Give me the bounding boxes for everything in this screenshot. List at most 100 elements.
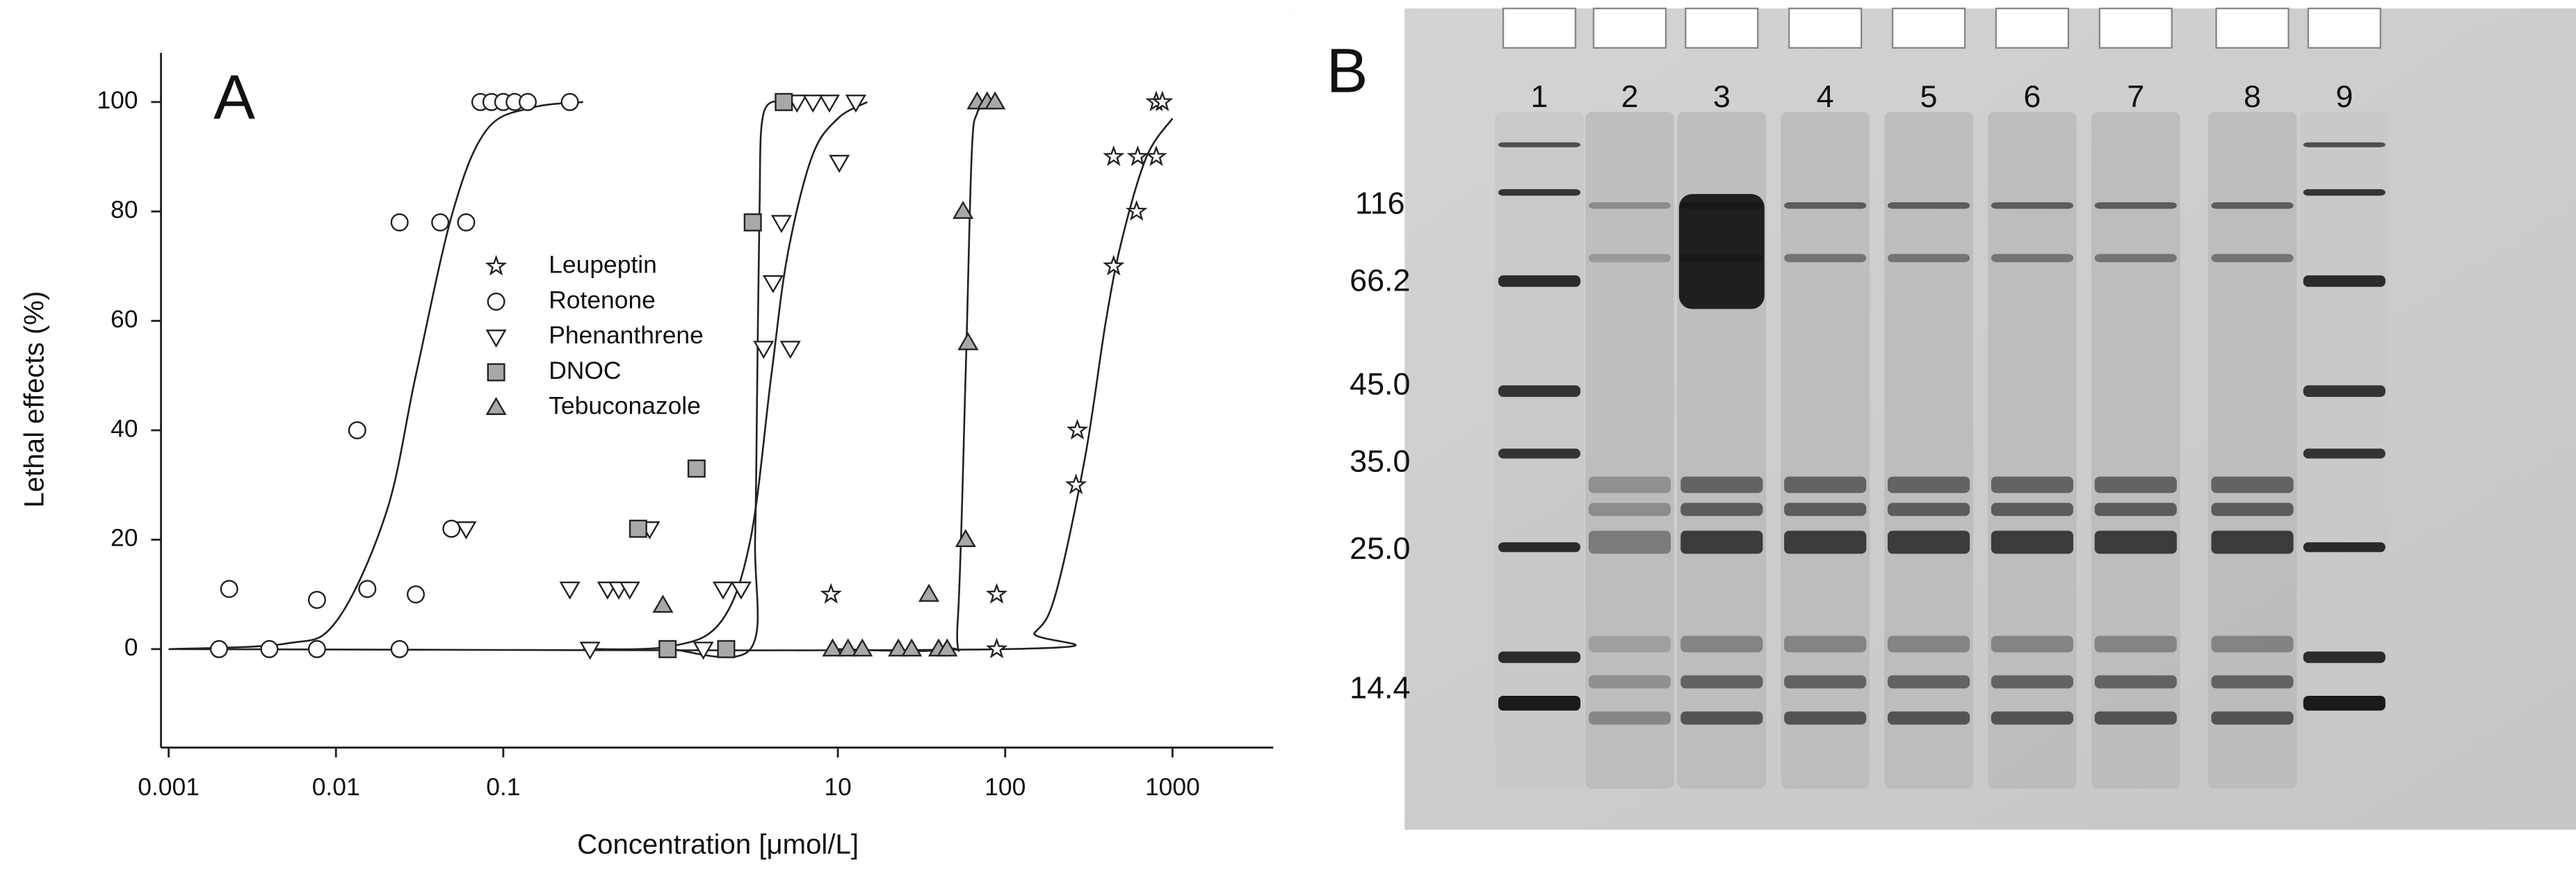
band (2094, 503, 2177, 516)
band (2303, 142, 2385, 147)
band (1678, 194, 1765, 309)
band (2094, 476, 2177, 494)
legend-label: DNOC (549, 357, 621, 384)
lane-label: 9 (2335, 79, 2353, 114)
marker-label: 66.2 (1350, 263, 1410, 298)
point (818, 95, 840, 113)
point (762, 275, 784, 293)
well (1788, 7, 1863, 49)
band (1588, 202, 1671, 209)
point (307, 640, 326, 658)
point (652, 594, 674, 613)
band (1784, 635, 1867, 653)
band (1588, 503, 1671, 516)
point (390, 213, 409, 231)
band (1498, 142, 1581, 147)
point (901, 638, 923, 657)
panel-a: A Concentration [μmol/L] Lethal effects … (19, 52, 1274, 860)
point (579, 642, 601, 660)
point (802, 95, 824, 113)
marker-label: 45.0 (1350, 366, 1410, 401)
point (753, 341, 775, 359)
band (2303, 696, 2385, 711)
legend-marker (485, 254, 508, 276)
point (1145, 145, 1167, 166)
band (2303, 385, 2385, 397)
band (1498, 385, 1581, 397)
fit-curve (168, 101, 583, 651)
point (442, 519, 461, 538)
band (1887, 635, 1970, 653)
point (629, 519, 647, 538)
band (2303, 651, 2385, 663)
band (1680, 476, 1763, 494)
point (985, 637, 1008, 659)
band (2211, 254, 2294, 263)
point (220, 580, 238, 599)
point (957, 332, 979, 350)
band (1991, 675, 2073, 689)
band (2094, 711, 2177, 725)
x-tick-label: 0.1 (486, 773, 520, 801)
band (1887, 202, 1970, 209)
x-tick-label: 100 (985, 773, 1026, 801)
band (1588, 476, 1671, 494)
panel-label: B (1327, 37, 1368, 106)
point (260, 640, 279, 658)
band (1498, 651, 1581, 663)
y-tick-label: 40 (111, 414, 138, 442)
legend-label: Tebuconazole (549, 392, 701, 420)
lane (1988, 112, 2077, 789)
point (455, 521, 477, 539)
lane (1585, 112, 1674, 789)
band (1784, 476, 1867, 494)
point (619, 581, 640, 600)
band (1588, 635, 1671, 653)
well (1685, 7, 1759, 49)
y-tick-label: 60 (111, 305, 138, 333)
y-tick-label: 80 (111, 196, 138, 224)
lane-label: 6 (2023, 79, 2041, 114)
band (1887, 503, 1970, 516)
marker-label: 14.4 (1350, 670, 1410, 706)
point (1126, 200, 1148, 221)
band (2303, 275, 2385, 287)
band (1887, 675, 1970, 689)
point (358, 580, 377, 599)
band (1991, 711, 2073, 725)
legend-marker (487, 363, 505, 382)
y-tick-label: 20 (111, 524, 138, 552)
band (1680, 503, 1763, 516)
fit-curve (168, 117, 1174, 651)
marker-label: 25.0 (1350, 530, 1410, 566)
lane-label: 1 (1531, 79, 1548, 114)
point (822, 638, 843, 657)
well (1995, 7, 2070, 49)
band (1991, 254, 2073, 263)
band (1588, 711, 1671, 725)
well (1502, 7, 1577, 49)
well (2307, 7, 2381, 49)
point (775, 92, 793, 111)
band (1784, 202, 1867, 209)
band (1887, 530, 1970, 554)
marker-label: 35.0 (1350, 443, 1410, 479)
band (1991, 476, 2073, 494)
fit-curve (838, 101, 990, 652)
x-tick-label: 0.01 (312, 773, 360, 801)
band (1784, 254, 1867, 263)
band (1887, 254, 1970, 263)
band (1784, 530, 1867, 554)
lane (1884, 112, 1973, 789)
point (307, 590, 326, 609)
well (1891, 7, 1966, 49)
panel-b: B 1 2 3 4 5 6 7 8 9 116 66.2 45.0 35.0 25.0 14.4 (1289, 7, 2576, 830)
y-tick-label: 100 (97, 86, 138, 114)
band (1498, 275, 1581, 287)
band (2094, 254, 2177, 263)
point (829, 154, 850, 173)
band (1784, 711, 1867, 725)
point (953, 200, 974, 219)
point (1066, 418, 1089, 440)
